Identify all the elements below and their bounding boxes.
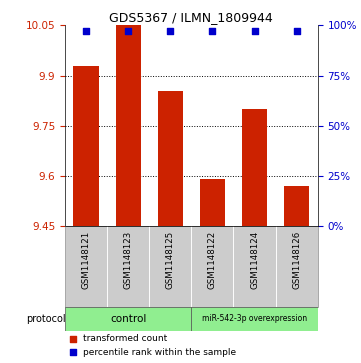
Bar — [242, 109, 267, 226]
Text: GSM1148122: GSM1148122 — [208, 230, 217, 289]
Text: GSM1148126: GSM1148126 — [292, 230, 301, 289]
Bar — [158, 91, 183, 226]
Bar — [65, 226, 107, 307]
Bar — [116, 25, 141, 226]
Title: GDS5367 / ILMN_1809944: GDS5367 / ILMN_1809944 — [109, 11, 273, 24]
Bar — [191, 226, 234, 307]
Text: GSM1148123: GSM1148123 — [124, 230, 132, 289]
Bar — [200, 179, 225, 226]
Bar — [191, 307, 318, 331]
Text: transformed count: transformed count — [83, 334, 167, 343]
Text: GSM1148121: GSM1148121 — [82, 230, 91, 289]
Bar — [73, 66, 99, 226]
Bar — [65, 307, 191, 331]
Text: GSM1148124: GSM1148124 — [250, 230, 259, 289]
Bar — [107, 226, 149, 307]
Bar — [284, 186, 309, 226]
Point — [70, 336, 75, 342]
Point — [83, 29, 89, 34]
Text: GSM1148125: GSM1148125 — [166, 230, 175, 289]
Point — [252, 29, 257, 34]
Bar — [234, 226, 275, 307]
Point — [125, 29, 131, 34]
Point — [209, 29, 215, 34]
Point — [294, 29, 300, 34]
Bar — [275, 226, 318, 307]
Text: control: control — [110, 314, 146, 324]
Text: percentile rank within the sample: percentile rank within the sample — [83, 347, 236, 356]
Text: protocol: protocol — [26, 314, 66, 324]
Point — [168, 29, 173, 34]
Point — [70, 349, 75, 355]
Bar — [149, 226, 191, 307]
Text: miR-542-3p overexpression: miR-542-3p overexpression — [202, 314, 307, 323]
